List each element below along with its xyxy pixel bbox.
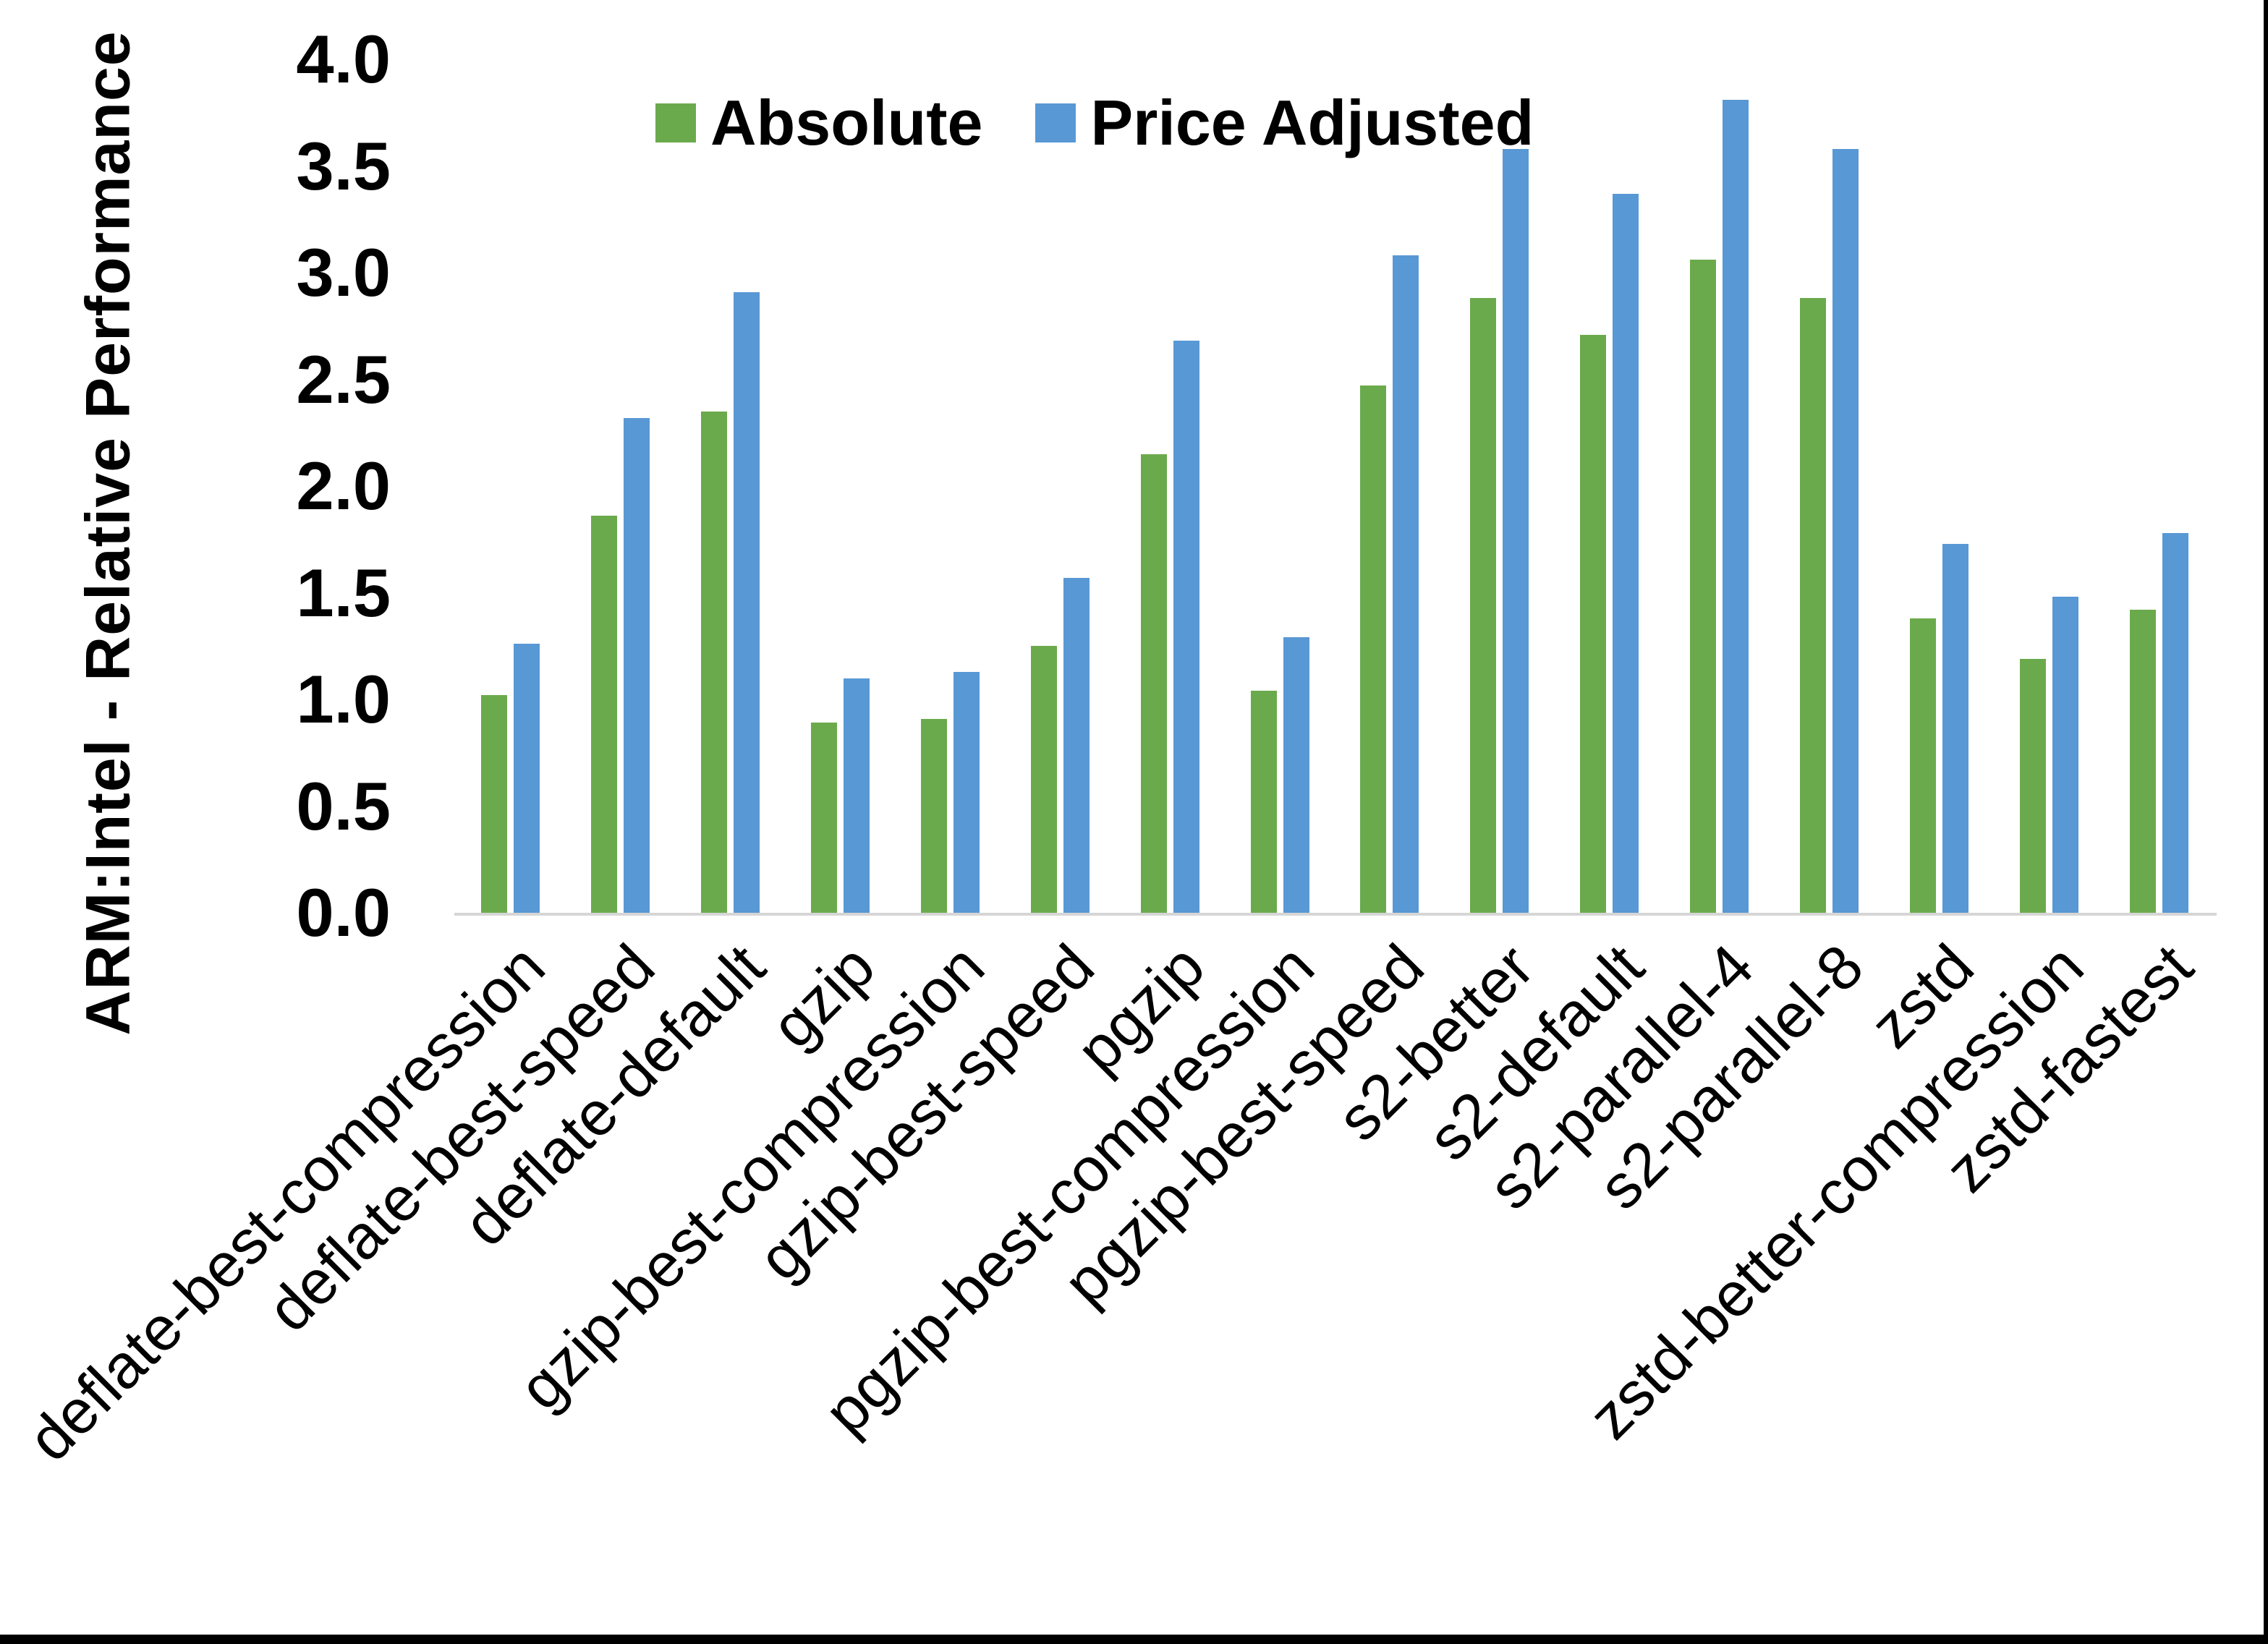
bar-group [1445, 59, 1555, 913]
bar-group [1775, 59, 1885, 913]
bar-absolute [920, 718, 947, 913]
bar-group [896, 59, 1006, 913]
bar-group [1335, 59, 1445, 913]
bar-absolute [701, 411, 728, 913]
legend: Absolute Price Adjusted [655, 91, 1534, 155]
bar-absolute [591, 516, 618, 913]
bar-price-adjusted [1942, 543, 1968, 913]
bar-group [1994, 59, 2104, 913]
bar-absolute [1580, 334, 1607, 913]
y-axis-tick-label: 4.0 [296, 21, 391, 97]
plot-area [456, 59, 2214, 913]
bar-group [566, 59, 676, 913]
bar-group [786, 59, 896, 913]
bar-group [1225, 59, 1335, 913]
bar-price-adjusted [2052, 597, 2078, 913]
y-axis-tick-label: 2.5 [296, 341, 391, 417]
frame-border-bottom [0, 1635, 2268, 1644]
bar-absolute [2129, 610, 2156, 913]
bar-absolute [1799, 298, 1826, 913]
bar-group [1665, 59, 1775, 913]
y-axis-tick-label: 1.5 [296, 554, 391, 631]
x-axis-line [454, 913, 2217, 916]
bar-price-adjusted [1173, 341, 1199, 913]
bar-absolute [1690, 260, 1717, 913]
y-axis-tick-label: 2.0 [296, 448, 391, 524]
bar-absolute [1470, 298, 1497, 913]
legend-swatch-price-adjusted [1035, 103, 1076, 142]
bar-group [2104, 59, 2214, 913]
bar-price-adjusted [1503, 148, 1529, 913]
bar-price-adjusted [1393, 255, 1419, 913]
bar-price-adjusted [953, 671, 980, 913]
bar-price-adjusted [624, 417, 650, 913]
bar-group [1884, 59, 1994, 913]
bar-group [1555, 59, 1665, 913]
bar-absolute [2019, 658, 2046, 913]
frame-border-right [2264, 0, 2268, 1644]
y-axis-tick-label: 0.5 [296, 767, 391, 844]
legend-item-price-adjusted: Price Adjusted [1035, 91, 1534, 155]
y-axis-tick-label: 0.0 [296, 874, 391, 950]
bar-absolute [481, 695, 508, 913]
bar-price-adjusted [734, 291, 760, 913]
bar-price-adjusted [1723, 100, 1749, 913]
bar-group [1115, 59, 1225, 913]
y-axis-tick-label: 3.0 [296, 234, 391, 310]
y-axis-tick-label: 1.0 [296, 661, 391, 737]
legend-label-absolute: Absolute [710, 87, 983, 158]
bar-absolute [1250, 691, 1277, 913]
bar-group [456, 59, 566, 913]
bar-absolute [1909, 618, 1936, 913]
bar-group [1005, 59, 1115, 913]
bar-absolute [1140, 453, 1167, 913]
bar-price-adjusted [2162, 532, 2188, 913]
legend-swatch-absolute [655, 103, 696, 142]
bar-absolute [1360, 386, 1387, 913]
bar-group [676, 59, 786, 913]
y-axis-tick-label: 3.5 [296, 127, 391, 204]
bar-price-adjusted [514, 644, 540, 913]
bar-price-adjusted [1283, 637, 1309, 913]
bar-absolute [811, 723, 838, 913]
bar-price-adjusted [844, 678, 870, 913]
legend-item-absolute: Absolute [655, 91, 982, 155]
legend-label-price-adjusted: Price Adjusted [1090, 87, 1534, 158]
bar-price-adjusted [1832, 148, 1859, 913]
bar-price-adjusted [1063, 577, 1090, 913]
bar-price-adjusted [1613, 193, 1639, 913]
bar-absolute [1030, 646, 1057, 913]
